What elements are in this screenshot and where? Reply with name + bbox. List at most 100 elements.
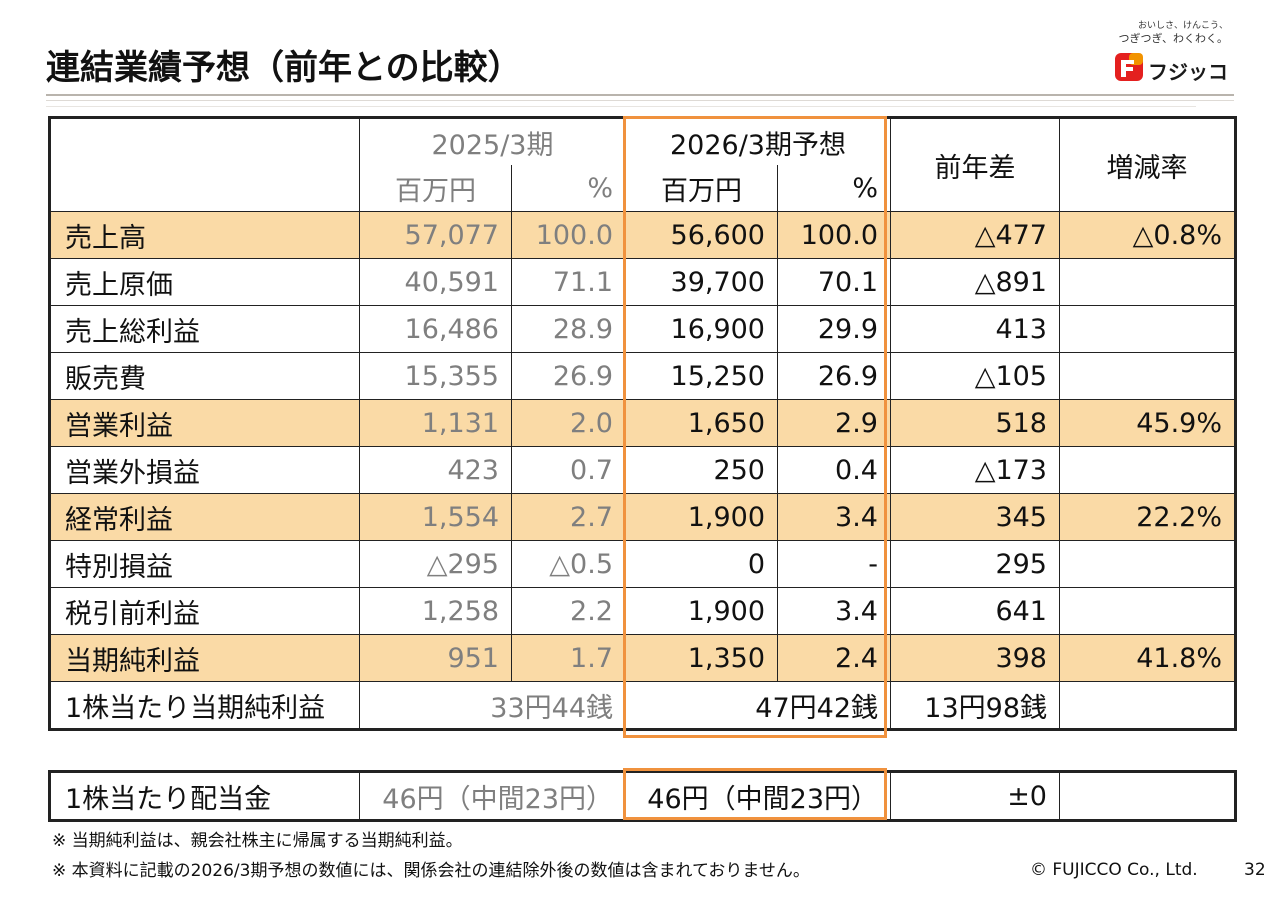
page-number: 32 — [1244, 860, 1266, 880]
row-label: 特別損益 — [48, 540, 360, 588]
copyright: © FUJICCO Co., Ltd. — [1030, 860, 1198, 880]
prev-amount: △295 — [359, 540, 512, 588]
footnote-net-income: ※ 当期純利益は、親会社株主に帰属する当期純利益。 — [52, 831, 463, 851]
prev-percent: 2.2 — [511, 587, 626, 635]
forecast-percent: 100.0 — [777, 211, 891, 259]
dividend-diff: ±0 — [890, 770, 1060, 822]
forecast-percent: - — [777, 540, 891, 588]
header-rate: 増減率 — [1059, 116, 1237, 212]
forecast-amount: 16,900 — [625, 305, 778, 353]
dividend-table: 1株当たり配当金 46円（中間23円） 46円（中間23円） ±0 — [48, 770, 1237, 822]
row-label: 営業外損益 — [48, 446, 360, 494]
table-row: 営業利益 1,131 2.0 1,650 2.9 518 45.9% — [48, 399, 1237, 447]
logo-slogan-line2: つぎつぎ、わくわく。 — [1118, 32, 1228, 45]
forecast-percent: 3.4 — [777, 587, 891, 635]
rate-value — [1059, 352, 1237, 400]
forecast-comparison-table: 2025/3期 2026/3期予想 前年差 増減率 百万円 % 百万円 % 売上… — [48, 116, 1237, 731]
prev-amount: 57,077 — [359, 211, 512, 259]
page-title: 連結業績予想（前年との比較） — [46, 48, 522, 88]
forecast-amount: 56,600 — [625, 211, 778, 259]
prev-amount: 16,486 — [359, 305, 512, 353]
header-prev-unit-pct: % — [511, 165, 626, 212]
diff-value: 413 — [890, 305, 1060, 353]
forecast-percent: 2.9 — [777, 399, 891, 447]
eps-rate — [1059, 681, 1237, 731]
table-row: 販売費 15,355 26.9 15,250 26.9 △105 — [48, 352, 1237, 400]
rate-value: △0.8% — [1059, 211, 1237, 259]
prev-percent: 1.7 — [511, 634, 626, 682]
header-prev-unit-million: 百万円 — [359, 165, 512, 212]
rate-value — [1059, 258, 1237, 306]
table-row: 経常利益 1,554 2.7 1,900 3.4 345 22.2% — [48, 493, 1237, 541]
forecast-amount: 1,900 — [625, 493, 778, 541]
eps-diff: 13円98銭 — [890, 681, 1060, 731]
table-row: 特別損益 △295 △0.5 0 - 295 — [48, 540, 1237, 588]
rate-value — [1059, 305, 1237, 353]
prev-amount: 40,591 — [359, 258, 512, 306]
diff-value: 641 — [890, 587, 1060, 635]
forecast-amount: 15,250 — [625, 352, 778, 400]
table-row: 税引前利益 1,258 2.2 1,900 3.4 641 — [48, 587, 1237, 635]
prev-percent: 2.7 — [511, 493, 626, 541]
dividend-rate — [1059, 770, 1237, 822]
forecast-amount: 250 — [625, 446, 778, 494]
row-label: 売上原価 — [48, 258, 360, 306]
eps-label: 1株当たり当期純利益 — [48, 681, 360, 731]
diff-value: △173 — [890, 446, 1060, 494]
forecast-percent: 29.9 — [777, 305, 891, 353]
logo-slogan-line1: おいしさ、けんこう、 — [1137, 21, 1228, 31]
header-forecast-period: 2026/3期予想 — [625, 116, 891, 165]
row-label: 経常利益 — [48, 493, 360, 541]
header-prev-period: 2025/3期 — [359, 116, 626, 165]
diff-value: △477 — [890, 211, 1060, 259]
forecast-amount: 1,350 — [625, 634, 778, 682]
prev-percent: 0.7 — [511, 446, 626, 494]
prev-amount: 1,131 — [359, 399, 512, 447]
dividend-label: 1株当たり配当金 — [48, 770, 360, 822]
forecast-amount: 39,700 — [625, 258, 778, 306]
diff-value: △105 — [890, 352, 1060, 400]
header-fc-unit-million: 百万円 — [625, 165, 778, 212]
title-underline-secondary — [46, 100, 1234, 101]
prev-percent: 28.9 — [511, 305, 626, 353]
forecast-amount: 0 — [625, 540, 778, 588]
forecast-amount: 1,900 — [625, 587, 778, 635]
company-logo: おいしさ、けんこう、 つぎつぎ、わくわく。 フジッコ — [1112, 18, 1232, 84]
rate-value: 41.8% — [1059, 634, 1237, 682]
header-diff: 前年差 — [890, 116, 1060, 212]
diff-value: 345 — [890, 493, 1060, 541]
rate-value: 45.9% — [1059, 399, 1237, 447]
row-label: 税引前利益 — [48, 587, 360, 635]
prev-amount: 951 — [359, 634, 512, 682]
prev-percent: △0.5 — [511, 540, 626, 588]
table-row: 売上原価 40,591 71.1 39,700 70.1 △891 — [48, 258, 1237, 306]
logo-mark-icon — [1115, 53, 1143, 81]
prev-percent: 26.9 — [511, 352, 626, 400]
forecast-amount: 1,650 — [625, 399, 778, 447]
table-row: 営業外損益 423 0.7 250 0.4 △173 — [48, 446, 1237, 494]
prev-amount: 1,554 — [359, 493, 512, 541]
table-row: 売上総利益 16,486 28.9 16,900 29.9 413 — [48, 305, 1237, 353]
prev-percent: 71.1 — [511, 258, 626, 306]
forecast-percent: 26.9 — [777, 352, 891, 400]
forecast-percent: 2.4 — [777, 634, 891, 682]
row-label: 販売費 — [48, 352, 360, 400]
diff-value: △891 — [890, 258, 1060, 306]
dividend-row: 1株当たり配当金 46円（中間23円） 46円（中間23円） ±0 — [48, 770, 1237, 822]
rate-value — [1059, 587, 1237, 635]
header-fc-unit-pct: % — [777, 165, 891, 212]
title-underline-tertiary — [46, 106, 1196, 107]
prev-amount: 15,355 — [359, 352, 512, 400]
rate-value — [1059, 446, 1237, 494]
logo-brand-name: フジッコ — [1148, 60, 1228, 84]
row-label: 営業利益 — [48, 399, 360, 447]
forecast-percent: 3.4 — [777, 493, 891, 541]
eps-forecast: 47円42銭 — [625, 681, 891, 731]
forecast-percent: 0.4 — [777, 446, 891, 494]
table-row: 当期純利益 951 1.7 1,350 2.4 398 41.8% — [48, 634, 1237, 682]
forecast-percent: 70.1 — [777, 258, 891, 306]
rate-value: 22.2% — [1059, 493, 1237, 541]
footnote-consolidation: ※ 本資料に記載の2026/3期予想の数値には、関係会社の連結除外後の数値は含ま… — [52, 861, 810, 881]
diff-value: 518 — [890, 399, 1060, 447]
prev-amount: 1,258 — [359, 587, 512, 635]
